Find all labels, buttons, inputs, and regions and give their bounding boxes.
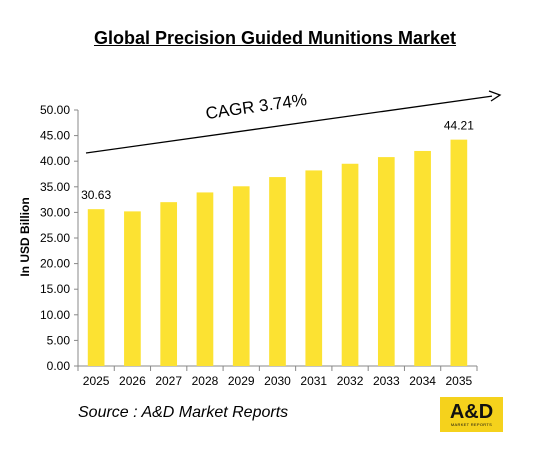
bar bbox=[124, 211, 141, 366]
cagr-arrowhead bbox=[488, 90, 502, 102]
bar bbox=[341, 163, 359, 366]
y-axis: 0.00 5.00 10.00 15.00 20.00 25.00 30.00 35.00 40… bbox=[40, 103, 79, 373]
y-tick-label: 25.00 bbox=[40, 231, 70, 245]
data-label-last: 44.21 bbox=[444, 119, 474, 133]
bar bbox=[232, 186, 250, 366]
y-tick-label: 20.00 bbox=[40, 257, 70, 271]
y-tick-label: 0.00 bbox=[47, 359, 71, 373]
cagr-arrow-line bbox=[85, 95, 493, 154]
y-tick-label: 50.00 bbox=[40, 103, 70, 117]
logo-subtext: MARKET REPORTS bbox=[450, 421, 493, 427]
bar bbox=[160, 202, 178, 366]
cagr-annotation: CAGR 3.74% bbox=[204, 90, 308, 123]
bar bbox=[87, 209, 105, 366]
x-tick-label: 2027 bbox=[155, 374, 182, 388]
x-tick-label: 2034 bbox=[409, 374, 436, 388]
y-tick-label: 30.00 bbox=[40, 205, 70, 219]
y-tick-label: 5.00 bbox=[47, 333, 71, 347]
data-labels: 30.63 44.21 bbox=[81, 119, 474, 203]
bar bbox=[450, 139, 468, 366]
x-tick-label: 2028 bbox=[192, 374, 219, 388]
y-tick-label: 40.00 bbox=[40, 154, 70, 168]
x-tick-label: 2029 bbox=[228, 374, 255, 388]
x-tick-label: 2030 bbox=[264, 374, 291, 388]
x-axis: 2025 2026 2027 2028 2029 2030 2031 2032 2033 2034… bbox=[77, 365, 478, 388]
cagr-trend: CAGR 3.74% bbox=[85, 90, 502, 154]
x-tick-label: 2033 bbox=[373, 374, 400, 388]
x-tick-label: 2035 bbox=[446, 374, 473, 388]
y-axis-label: In USD Billion bbox=[18, 197, 32, 276]
bar bbox=[414, 150, 431, 366]
y-tick-label: 10.00 bbox=[40, 308, 70, 322]
ad-logo: A&D MARKET REPORTS bbox=[440, 397, 503, 432]
bar bbox=[269, 177, 286, 366]
x-tick-label: 2032 bbox=[337, 374, 364, 388]
logo-text: A&D bbox=[449, 400, 494, 423]
y-tick-label: 35.00 bbox=[40, 180, 70, 194]
x-tick-label: 2025 bbox=[83, 374, 110, 388]
y-tick-label: 15.00 bbox=[40, 282, 70, 296]
source-text: Source : A&D Market Reports bbox=[78, 404, 289, 421]
y-tick-label: 45.00 bbox=[40, 129, 70, 143]
data-label-first: 30.63 bbox=[81, 188, 111, 202]
bars bbox=[87, 139, 468, 366]
bar bbox=[377, 157, 395, 366]
x-tick-label: 2026 bbox=[119, 374, 146, 388]
bar bbox=[196, 192, 214, 366]
chart-title: Global Precision Guided Munitions Market bbox=[93, 28, 457, 48]
x-tick-label: 2031 bbox=[300, 374, 327, 388]
bar bbox=[305, 170, 323, 366]
